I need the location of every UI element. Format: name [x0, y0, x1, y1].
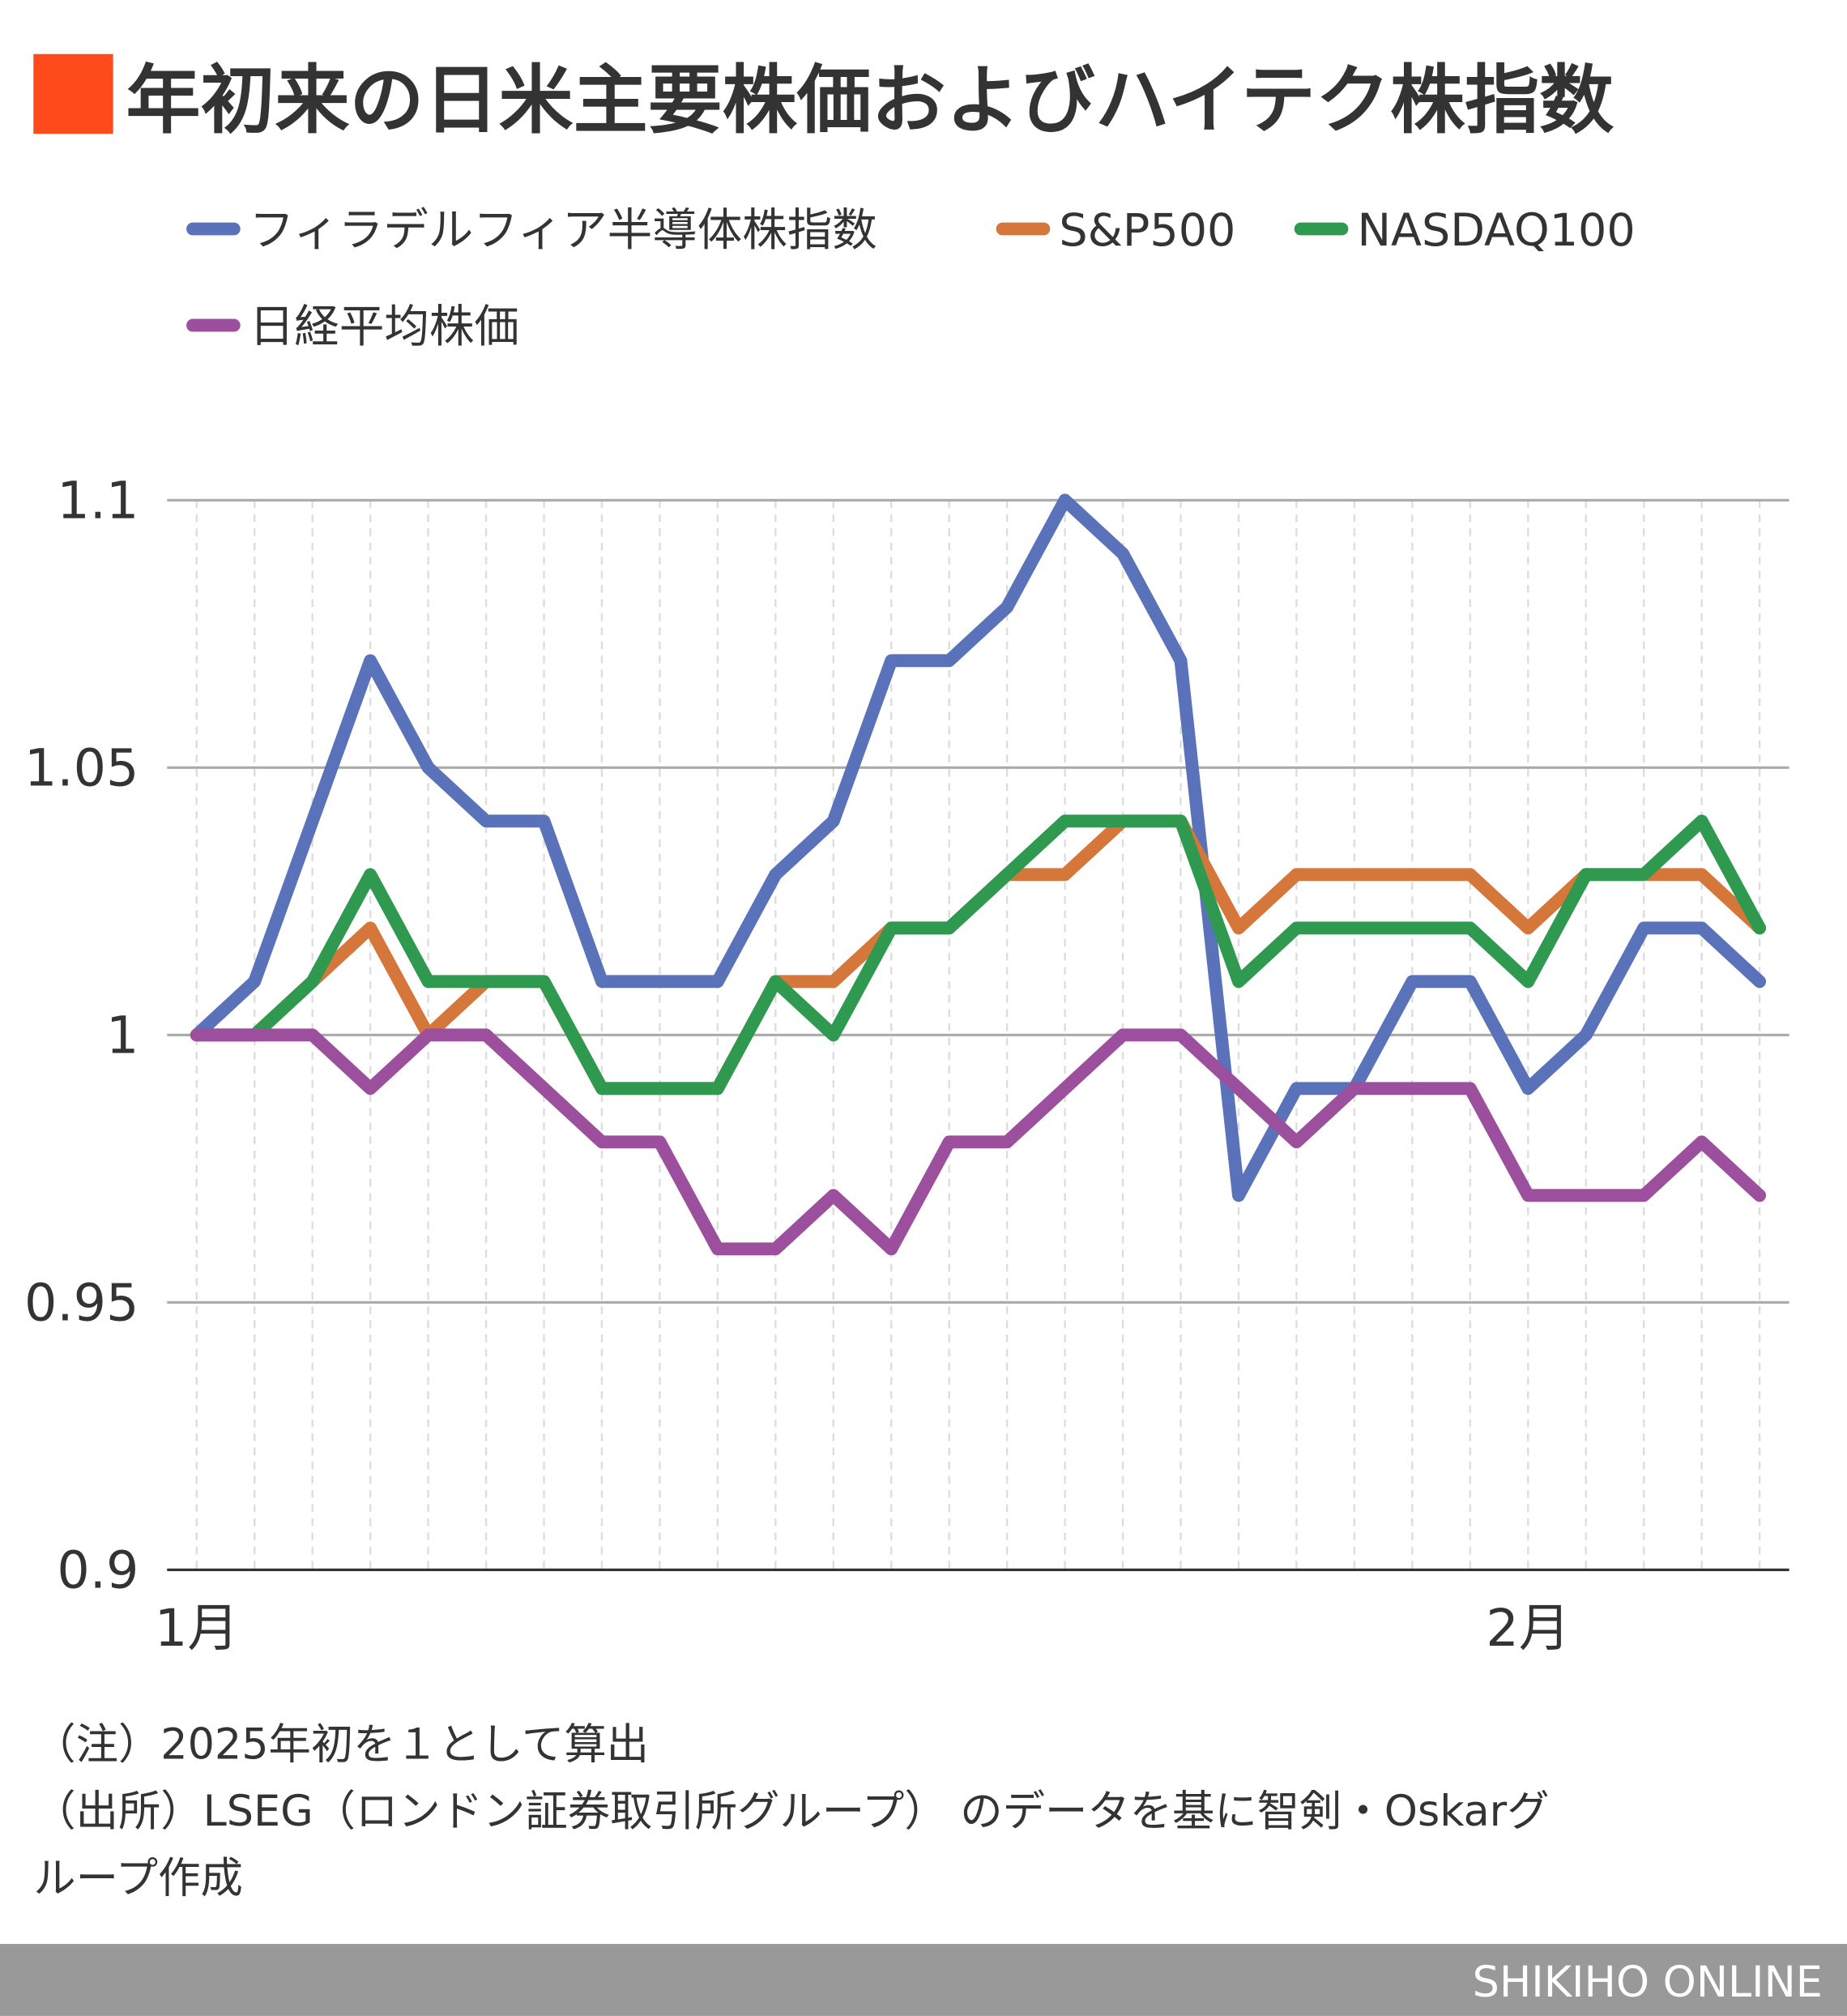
- y-tick-label: 1.1: [57, 470, 139, 530]
- legend: フィラデルフィア半導体株指数 S&P500 NASDAQ100 日経平均株価: [186, 204, 1636, 353]
- chart-title: 年初来の日米主要株価およびハイテク株指数: [126, 58, 1614, 144]
- grid: [167, 498, 1789, 1570]
- legend-label: NASDAQ100: [1357, 204, 1635, 257]
- y-tick-label: 1: [106, 1006, 139, 1066]
- note-line-1: （注）2025年初を１として算出: [33, 1720, 649, 1770]
- legend-label: 日経平均株価: [250, 301, 519, 353]
- x-tick-label: 1月: [155, 1598, 239, 1658]
- title-accent-square: [33, 53, 113, 135]
- series-line: [190, 493, 1767, 1202]
- series-lines: [190, 493, 1767, 1256]
- y-tick-label: 1.05: [24, 738, 139, 798]
- y-tick-label: 0.95: [24, 1273, 139, 1333]
- legend-label: フィラデルフィア半導体株指数: [250, 204, 877, 257]
- legend-label: S&P500: [1059, 204, 1235, 257]
- series-line: [190, 1028, 1767, 1256]
- footer-brand: SHIKIHO ONLINE: [1473, 1958, 1823, 2007]
- series-line: [190, 814, 1767, 1096]
- note-line-2: （出所）LSEG（ロンドン証券取引所グループ） のデータを基に智剣・Oskarグ: [33, 1787, 1549, 1836]
- series-line: [190, 814, 1767, 1096]
- footer-bar: [0, 1944, 1847, 2016]
- x-tick-label: 2月: [1486, 1598, 1570, 1658]
- note-line-3: ループ作成: [33, 1854, 243, 1903]
- y-tick-label: 0.9: [57, 1540, 139, 1600]
- axes: 0.9 0.95 1 1.05 1.1 1月 2月: [24, 470, 1789, 1658]
